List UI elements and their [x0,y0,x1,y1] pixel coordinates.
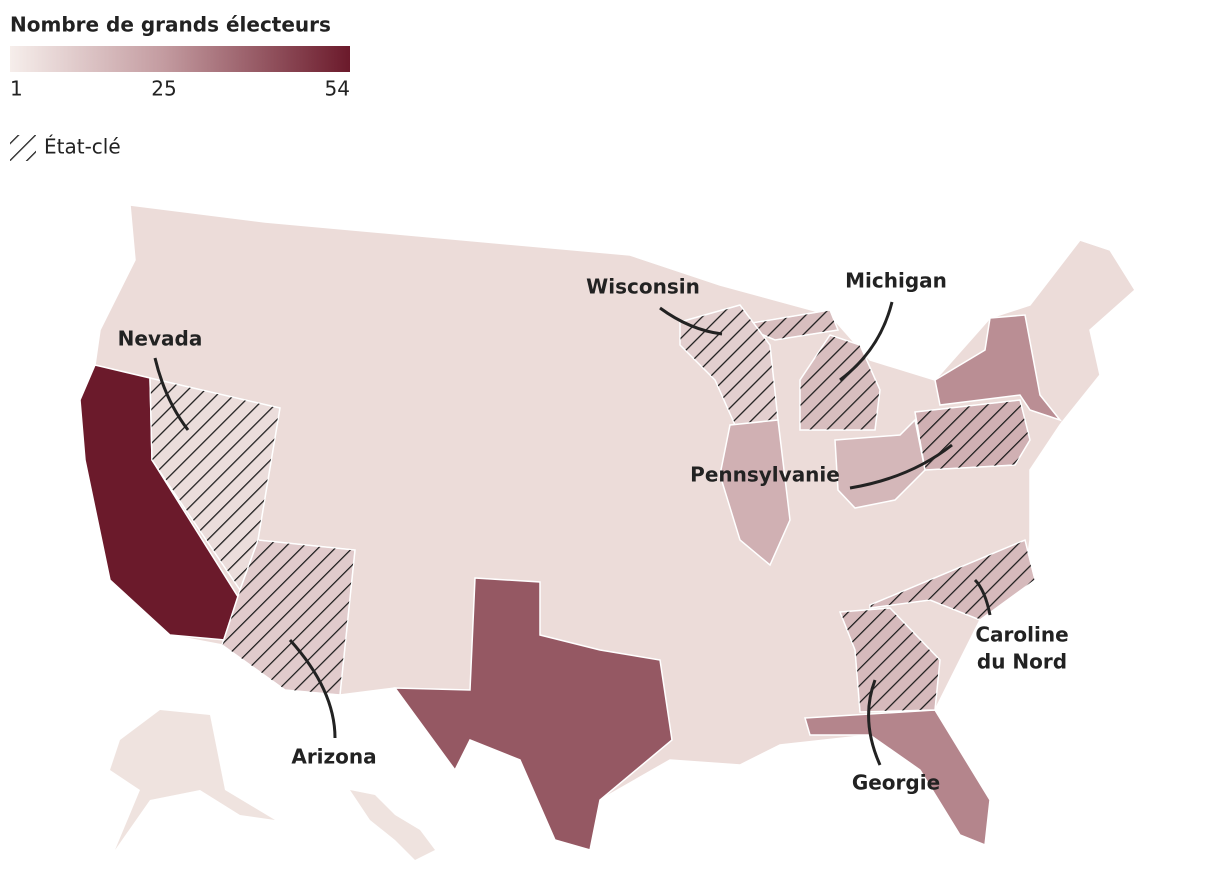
state-label: Nevada [118,327,203,351]
state-labels: Nevada Arizona Georgie Caroline du Nord Penns… [118,269,1069,795]
states [79,304,1063,851]
state-label: Pennsylvanie [690,463,840,487]
legend-gradient [10,46,350,72]
state-label: Wisconsin [586,275,700,299]
leader-line [288,638,337,739]
leader-line [849,443,953,490]
hawaii [350,790,435,860]
leader-lines [153,301,992,766]
leader-line [659,306,723,336]
state-label: Georgie [852,771,940,795]
state [934,314,1063,422]
legend-hatch [10,135,36,161]
legend-swing-label: État-clé [44,135,121,159]
alaska [110,710,275,850]
swing-hatch [839,607,941,713]
state [393,577,673,851]
leader-line [973,578,992,616]
state-label: Arizona [291,745,376,769]
swing-hatch [869,539,1036,621]
leader-line [153,357,190,431]
leader-line [839,301,894,382]
state [804,709,991,847]
state-label: Michigan [845,269,947,293]
state-label: Caroline [975,623,1068,647]
swing-hatch [221,539,356,696]
legend-tick-label: 25 [151,77,176,101]
legend-tick-label: 1 [10,77,23,101]
legend-tick-label: 54 [325,77,350,101]
legend-title: Nombre de grands électeurs [10,13,331,37]
state [719,419,791,567]
leader-line [867,679,882,766]
state-label: du Nord [977,650,1067,674]
